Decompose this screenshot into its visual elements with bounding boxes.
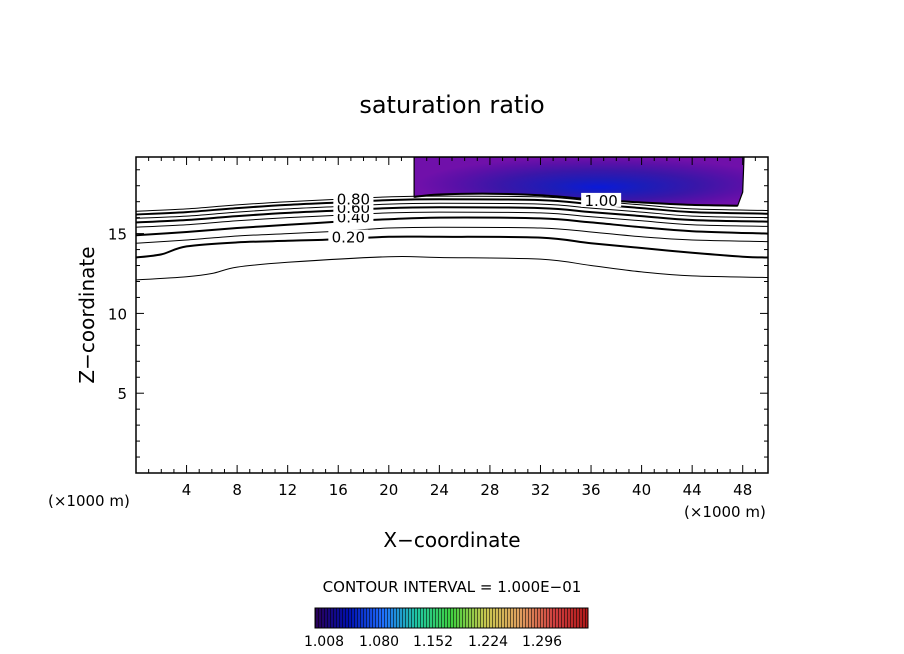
- contour-line: [136, 235, 768, 259]
- y-axis-label: Z−coordinate: [75, 246, 99, 383]
- contour-line: [136, 198, 768, 216]
- contour-label-bg: [581, 192, 622, 207]
- x-tick-label: 24: [430, 481, 449, 499]
- x-axis-label: X−coordinate: [383, 528, 520, 552]
- x-tick-label: 36: [581, 481, 600, 499]
- y-tick-label: 5: [117, 385, 127, 403]
- x-unit-right: (×1000 m): [684, 503, 766, 521]
- contour-line: [414, 192, 738, 207]
- colorbar: [314, 607, 589, 629]
- x-tick-label: 16: [329, 481, 348, 499]
- contour-label: 0.20: [332, 229, 365, 247]
- colorbar-tick-label: 1.080: [359, 634, 399, 650]
- contour-interval-text: CONTOUR INTERVAL = 1.000E−01: [323, 578, 582, 596]
- contour-labels: 0.200.400.600.80 1.00: [328, 190, 622, 247]
- contour-line: [136, 226, 768, 244]
- contour-line: [136, 216, 768, 237]
- x-tick-label: 44: [683, 481, 702, 499]
- y-tick-label: 15: [108, 226, 127, 244]
- chart-title: saturation ratio: [359, 91, 544, 119]
- contour-line: [136, 255, 768, 281]
- contour-line: [136, 211, 768, 228]
- x-tick-label: 12: [278, 481, 297, 499]
- x-unit-left: (×1000 m): [48, 492, 130, 510]
- axis-ticks: [135, 157, 769, 474]
- contour-label-bg: [333, 191, 374, 206]
- x-tick-label: 8: [232, 481, 242, 499]
- contour-label: 1.00: [584, 192, 617, 210]
- colorbar-tick-label: 1.224: [468, 634, 508, 650]
- contour-line: [136, 202, 768, 219]
- x-tick-label: 28: [480, 481, 499, 499]
- colorbar-tick-label: 1.008: [304, 634, 344, 650]
- colorbar-tick-label: 1.296: [522, 634, 562, 650]
- contour-line: [136, 206, 768, 224]
- colorbar-labels: 1.008 1.080 1.152 1.224 1.296: [304, 634, 562, 650]
- y-tick-label: 10: [108, 305, 127, 323]
- contour-lines: [136, 192, 768, 281]
- contour-label: 0.80: [337, 190, 370, 208]
- contour-label-bg: [328, 229, 369, 244]
- x-tick-labels: 4 8 12 16 20 24 28 32 36 40 44 48: [182, 481, 752, 499]
- x-tick-label: 20: [379, 481, 398, 499]
- x-tick-label: 48: [733, 481, 752, 499]
- x-tick-label: 40: [632, 481, 651, 499]
- x-tick-label: 32: [531, 481, 550, 499]
- colorbar-tick-label: 1.152: [413, 634, 453, 650]
- y-tick-labels: 5 10 15: [108, 226, 127, 404]
- x-tick-label: 4: [182, 481, 192, 499]
